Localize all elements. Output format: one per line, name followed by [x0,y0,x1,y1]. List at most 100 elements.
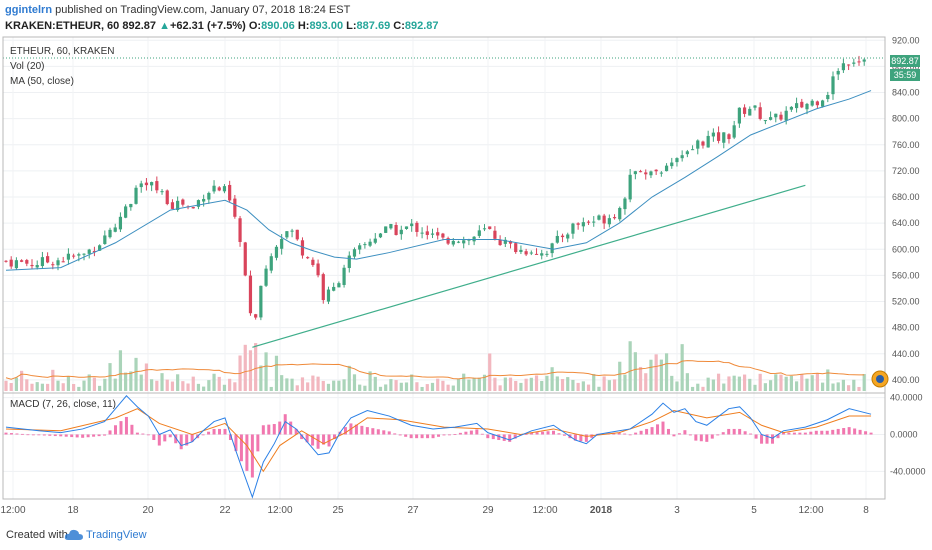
volume-bar [134,357,138,391]
volume-bar [524,378,528,391]
candle-body [800,101,804,108]
volume-bar [722,383,726,391]
volume-bar [488,353,492,391]
legend-ma[interactable]: MA (50, close) [10,76,74,87]
axes [2,36,886,500]
macd-histogram-bar [53,434,57,437]
low-label: L: [346,20,357,32]
macd-histogram-bar [37,434,41,436]
macd-histogram-bar [727,428,731,435]
time-tick-label: 20 [142,505,154,516]
macd-histogram-bar [557,433,561,435]
candle-body [113,227,117,232]
candle-body [118,216,123,230]
candle-body [181,199,185,205]
price-tick-label: 840.00 [892,88,920,98]
last-price-tag [890,55,920,67]
candle-body [550,243,554,254]
tradingview-link[interactable]: TradingView [86,529,147,541]
volume-bar [847,385,851,391]
candle-body [581,222,585,227]
candle-body [124,206,128,218]
candle-body [212,185,216,192]
volume-bar [332,380,336,391]
macd-histogram-bar [842,428,846,435]
volume-bar [493,377,497,391]
candle-body [508,241,513,244]
publisher-name[interactable]: ggintelrn [5,4,53,16]
volume-bar [462,373,466,391]
price-axis-ticks: 920.00880.00840.00800.00760.00720.00680.… [890,36,926,476]
candle-body [56,260,60,266]
candle-body [644,172,648,175]
macd-histogram-bar [705,434,709,442]
volume-bar [664,353,669,391]
volume-bar [425,384,429,391]
candle-body [597,215,601,220]
volume-bar [352,374,357,391]
candle-body [404,226,409,229]
candle-body [87,249,91,254]
candle-body [373,238,377,243]
candle-body [14,260,19,269]
volume-bar [170,381,175,391]
volume-bar [602,376,606,391]
volume-bar [857,386,861,391]
volume-bar [519,382,523,391]
chart-canvas[interactable]: 920.00880.00840.00800.00760.00720.00680.… [0,36,932,520]
candle-body [342,267,346,285]
tradingview-logo-icon[interactable] [64,528,84,542]
macd-histogram-bar [130,424,134,435]
macd-histogram-bar [699,434,703,442]
macd-histogram-bar [431,434,435,439]
macd-histogram-bar [114,425,117,435]
macd-histogram-bar [672,434,676,437]
macd-histogram-bar [694,434,698,441]
macd-histogram-bar [579,434,583,442]
candle-body [103,235,107,244]
legend-volume[interactable]: Vol (20) [10,61,44,72]
volume-bar [274,355,279,391]
candle-body [280,238,284,249]
published-text: published on TradingView.com, January 07… [55,4,351,16]
macd-histogram-bar [360,425,364,435]
time-tick-label: 12:00 [267,505,292,516]
candle-body [9,259,13,267]
candle-body [675,158,679,163]
candle-body [436,232,440,236]
macd-histogram-bar [486,434,490,439]
volume-bar [66,376,71,391]
macd-histogram-bar [513,434,517,439]
legend-symbol[interactable]: ETHEUR, 60, KRAKEN [10,46,114,57]
change-value: +62.31 (+7.5%) [169,20,246,32]
macd-histogram-bar [426,434,430,439]
macd-histogram-bar [283,414,287,435]
volume-bar [176,374,180,391]
volume-bar [87,374,91,391]
macd-histogram-bar [634,432,638,435]
time-tick-label: 12:00 [532,505,557,516]
candle-body [560,235,565,238]
volume-bar [711,379,715,391]
macd-histogram-bar [207,431,211,435]
macd-histogram-bar [710,434,714,439]
candle-body [300,240,305,256]
candle-body [456,241,461,243]
volume-bar [51,369,55,391]
macd-histogram-bar [650,427,654,435]
price-tick-label: 680.00 [892,192,920,202]
macd-histogram-bar [218,428,222,435]
macd-histogram-bar [792,432,796,435]
candle-body [852,62,856,64]
legend-macd[interactable]: MACD (7, 26, close, 11) [10,399,116,410]
volume-bar [732,375,736,391]
candle-body [238,218,242,242]
candle-body [66,253,71,260]
settings-icon[interactable] [871,370,889,388]
candle-body [727,134,731,140]
macd-histogram-bar [749,433,753,435]
volume-bar [659,359,663,391]
macd-histogram-bar [387,431,391,435]
volume-bar [482,374,487,391]
volume-bar [98,385,102,391]
